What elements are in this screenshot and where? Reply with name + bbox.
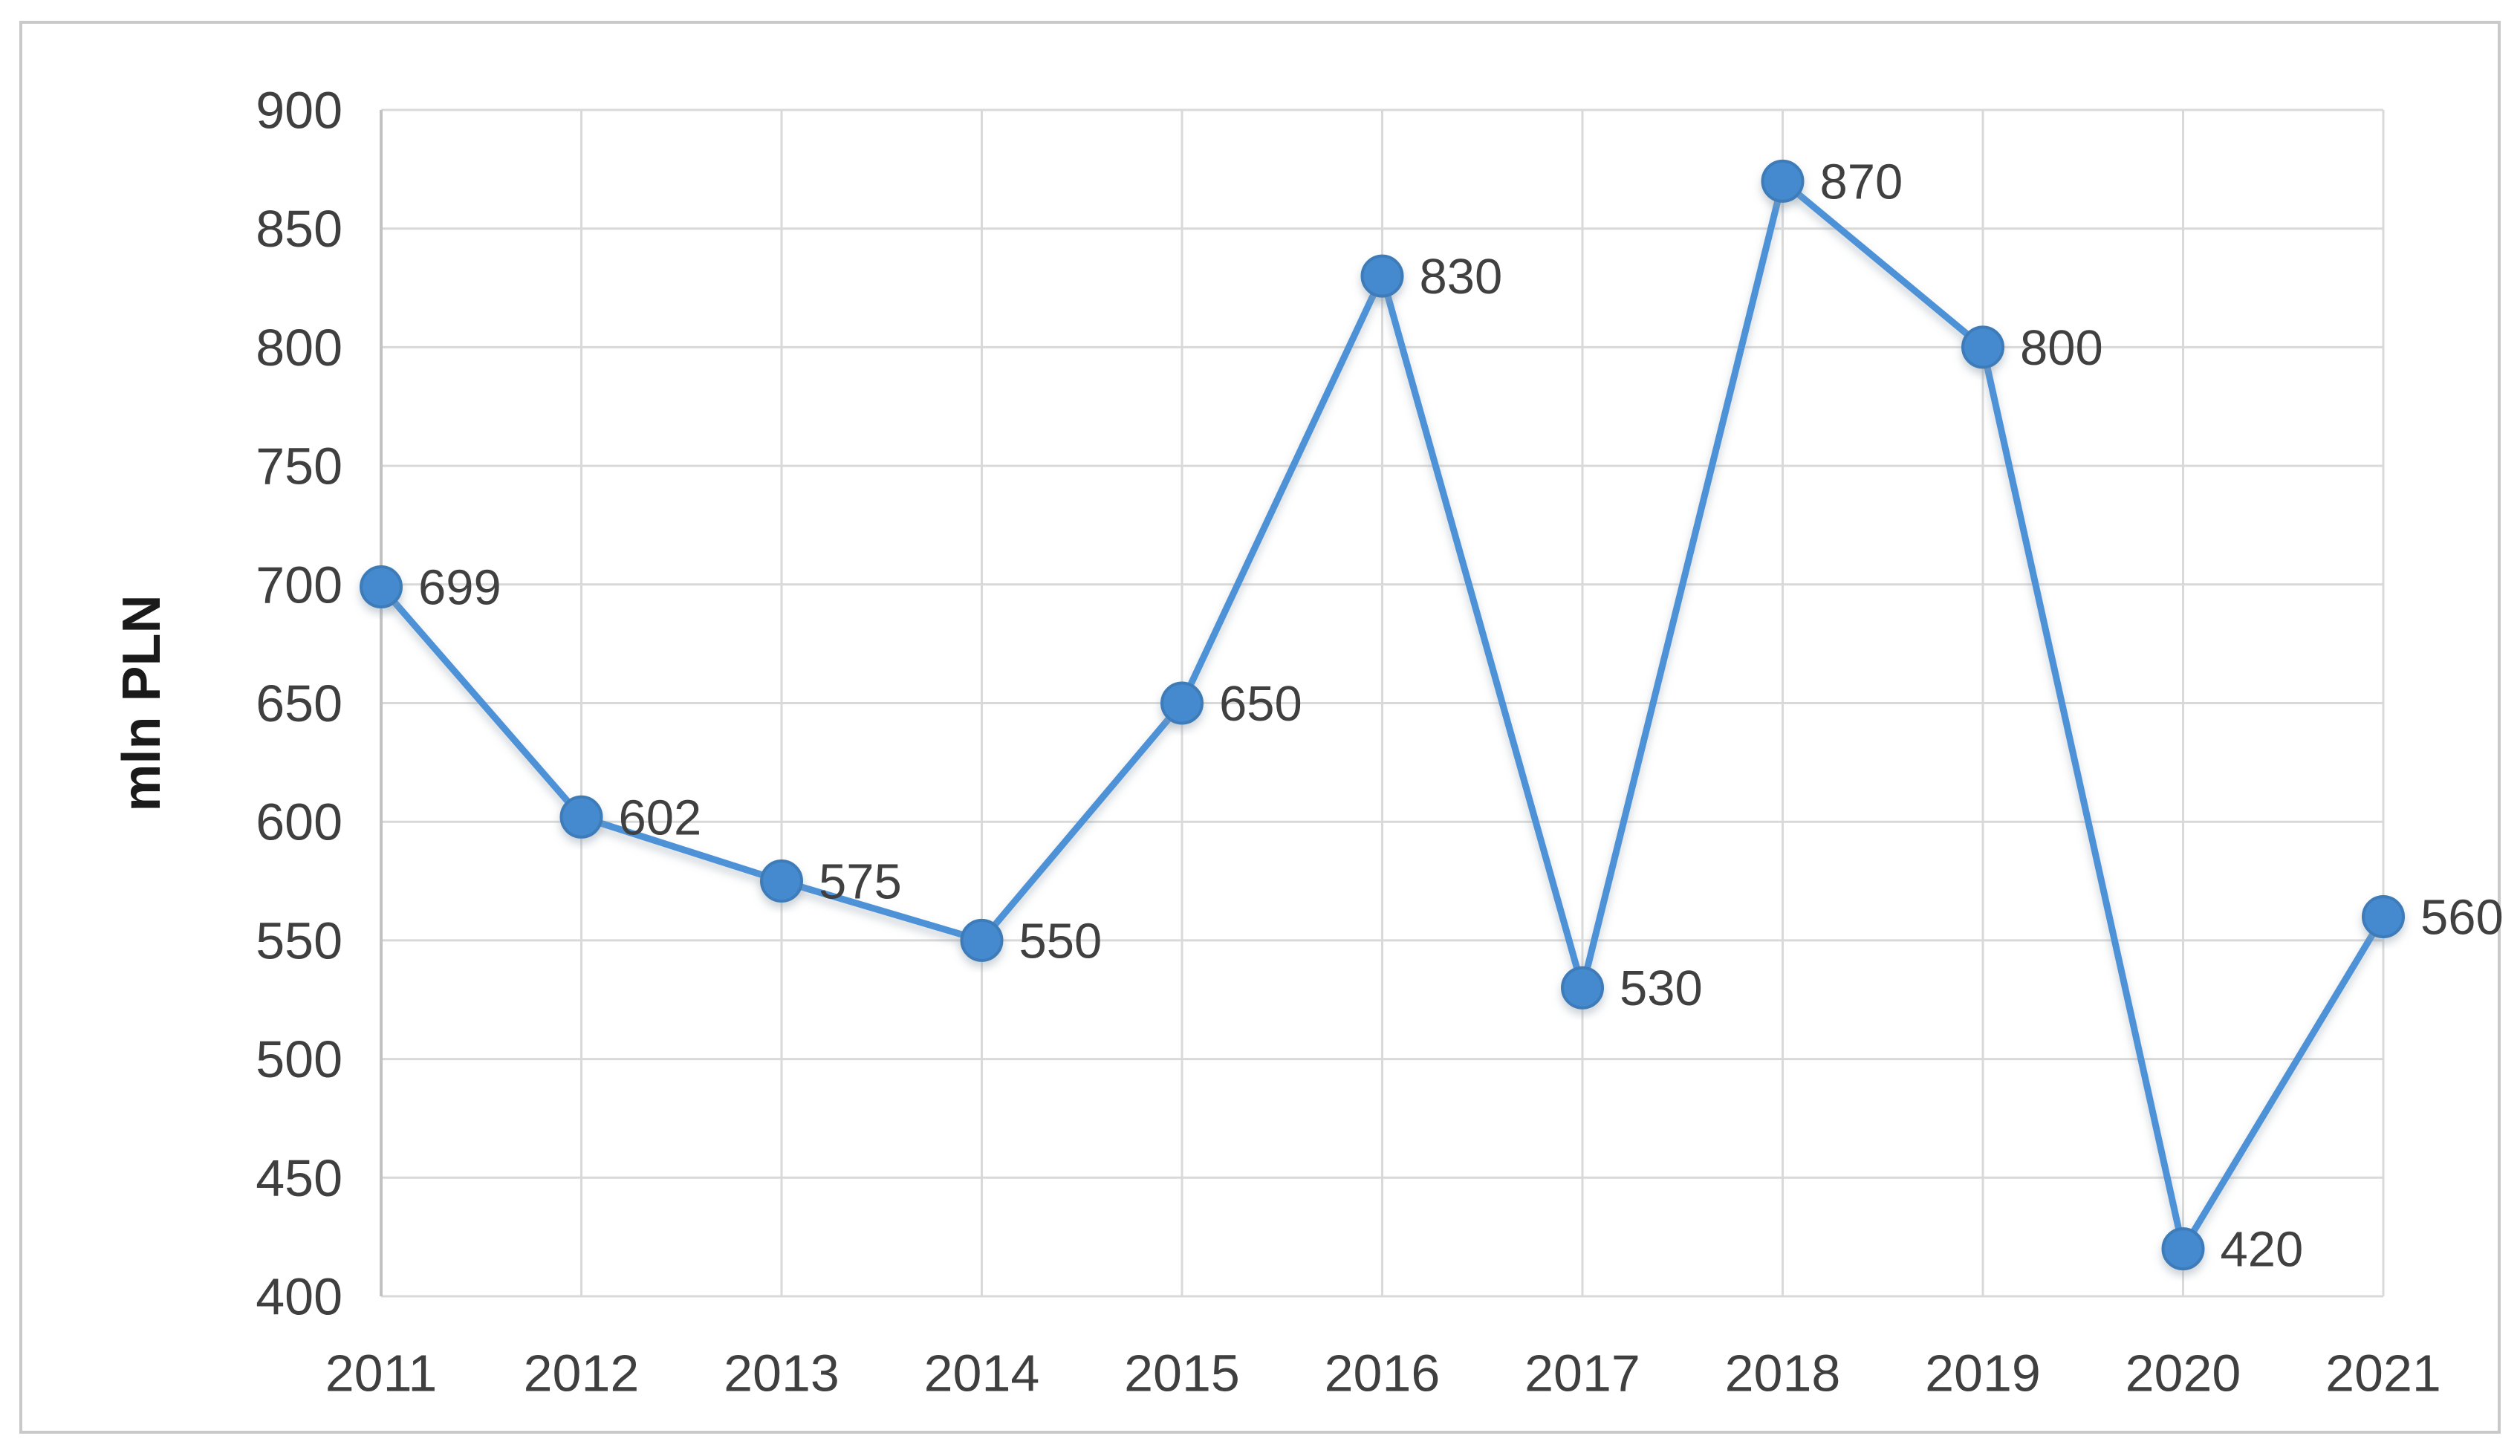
data-label-2011: 699 [418,559,501,615]
x-tick-label-2015: 2015 [1124,1345,1240,1403]
y-tick-label-750: 750 [256,438,342,495]
y-tick-label-650: 650 [256,675,342,732]
data-label-2015: 650 [1219,676,1302,732]
data-point-2012 [559,795,603,839]
y-tick-label-450: 450 [256,1149,342,1207]
y-tick-label-800: 800 [256,319,342,377]
x-tick-label-2013: 2013 [724,1345,840,1403]
data-label-2020: 420 [2221,1222,2304,1278]
x-tick-label-2011: 2011 [325,1345,438,1403]
data-point-2016 [1360,254,1404,298]
data-point-2017 [1561,966,1604,1010]
data-label-2016: 830 [1420,249,1503,305]
data-label-2014: 550 [1019,913,1102,969]
y-tick-label-850: 850 [256,200,342,258]
x-tick-label-2017: 2017 [1524,1345,1640,1403]
x-tick-label-2016: 2016 [1325,1345,1441,1403]
data-label-2013: 575 [819,854,902,910]
y-tick-label-400: 400 [256,1268,342,1326]
data-point-2018 [1761,159,1805,203]
x-tick-label-2018: 2018 [1725,1345,1841,1403]
chart-figure-border [19,21,2501,1434]
data-point-2014 [960,918,1004,962]
data-label-2018: 870 [1820,154,1903,209]
y-tick-label-700: 700 [256,556,342,614]
data-point-2021 [2362,894,2405,938]
data-label-2017: 530 [1620,961,1703,1016]
data-point-2015 [1160,681,1204,725]
y-tick-label-900: 900 [256,82,342,140]
data-label-2012: 602 [619,790,702,845]
data-point-2020 [2161,1227,2205,1271]
y-tick-label-600: 600 [256,793,342,851]
x-tick-label-2020: 2020 [2126,1345,2241,1403]
x-tick-label-2019: 2019 [1925,1345,2041,1403]
x-tick-label-2021: 2021 [2325,1345,2441,1403]
data-point-2011 [360,565,403,608]
y-tick-label-500: 500 [256,1030,342,1088]
y-tick-label-550: 550 [256,911,342,969]
data-label-2019: 800 [2020,320,2103,376]
data-label-2021: 560 [2420,889,2504,945]
data-point-2013 [760,859,803,903]
x-tick-label-2012: 2012 [524,1345,640,1403]
data-point-2019 [1961,325,2004,369]
x-tick-label-2014: 2014 [924,1345,1040,1403]
y-axis-title: mln PLN [112,594,172,811]
